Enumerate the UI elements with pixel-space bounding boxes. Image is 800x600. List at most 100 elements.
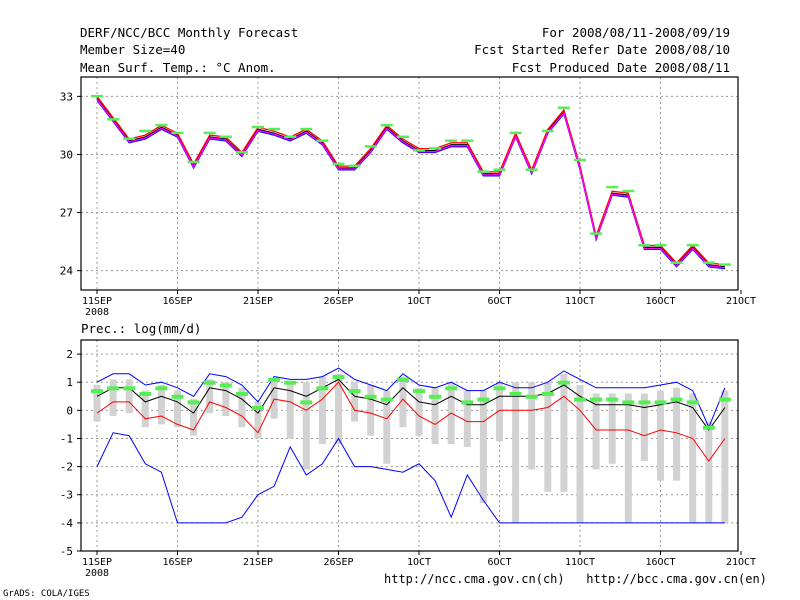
prec-obs-marker	[429, 394, 442, 399]
prec-spread-bar	[512, 382, 520, 523]
prec-xtick-label: 16SEP	[162, 557, 192, 568]
forecast-period: For 2008/08/11-2008/09/19	[541, 25, 730, 40]
prec-obs-marker	[541, 391, 554, 396]
prec-spread-bar	[238, 387, 246, 428]
prec-obs-marker	[493, 386, 506, 391]
temp-obs-marker	[590, 232, 603, 235]
temp-line-lower	[96, 96, 725, 266]
temp-ytick-label: 33	[60, 90, 73, 103]
prec-obs-marker	[380, 397, 393, 402]
produced-date: Fcst Produced Date 2008/08/11	[511, 60, 730, 75]
prec-xtick-label: 16OCT	[645, 557, 675, 568]
prec-obs-marker	[477, 397, 490, 402]
prec-obs-marker	[461, 400, 474, 405]
prec-obs-marker	[509, 391, 522, 396]
temp-obs-marker	[268, 127, 281, 131]
temp-line-mean	[96, 97, 725, 268]
prec-spread-bar	[576, 385, 584, 523]
prec-obs-marker	[91, 389, 103, 394]
prec-obs-marker	[718, 397, 731, 402]
prec-line-lower	[96, 381, 726, 462]
prec-spread-bar	[592, 393, 600, 470]
chart-title: DERF/NCC/BCC Monthly Forecast	[80, 25, 299, 40]
prec-obs-marker	[654, 400, 667, 405]
temp-obs-marker	[139, 129, 152, 133]
prec-spread-bar	[705, 421, 713, 523]
footer-links[interactable]: http://ncc.cma.gov.cn(ch) http://bcc.cma…	[384, 572, 767, 586]
prec-spread-bar	[206, 379, 214, 414]
temp-xtick-label: 11OCT	[565, 296, 595, 307]
prec-ytick-label: -2	[60, 461, 73, 474]
prec-line-mean	[96, 378, 726, 431]
temp-obs-marker	[574, 158, 586, 162]
temp-obs-marker	[702, 261, 715, 264]
temp-obs-marker	[348, 164, 361, 168]
temp-obs-marker	[718, 263, 731, 266]
temp-obs-marker	[396, 135, 409, 139]
temp-obs-marker	[171, 131, 184, 135]
prec-xtick-label: 11SEP	[82, 557, 112, 568]
prec-xtick-label: 6OCT	[487, 557, 511, 568]
prec-spread-bar	[657, 390, 664, 481]
prec-xtick-label: 26SEP	[323, 557, 353, 568]
prec-spread-bar	[383, 390, 391, 464]
prec-obs-marker	[252, 406, 264, 411]
prec-xtick-label: 11OCT	[565, 557, 595, 568]
prec-spread-bar	[431, 387, 439, 445]
prec-obs-marker	[235, 391, 248, 396]
temp-ytick-label: 30	[60, 148, 73, 161]
prec-ytick-label: -5	[60, 545, 73, 558]
temp-obs-marker	[332, 162, 345, 166]
temp-line-upper	[96, 99, 725, 270]
prec-line-min	[96, 432, 725, 524]
temp-obs-marker	[284, 135, 297, 139]
prec-spread-bar	[624, 393, 632, 523]
temp-obs-marker	[525, 168, 538, 171]
prec-obs-marker	[396, 377, 409, 382]
prec-obs-marker	[622, 400, 635, 405]
temp-xtick-label: 16OCT	[645, 296, 675, 307]
prec-spread-bar	[109, 379, 117, 416]
temp-obs-marker	[541, 129, 554, 133]
temp-obs-marker	[493, 168, 506, 171]
temp-obs-marker	[91, 94, 103, 98]
temp-obs-marker	[123, 137, 136, 140]
prec-obs-marker	[606, 397, 619, 402]
prec-obs-marker	[171, 394, 184, 399]
prec-obs-marker	[332, 375, 345, 380]
prec-obs-marker	[316, 386, 329, 391]
prec-obs-marker	[590, 397, 603, 402]
prec-ytick-label: -4	[60, 517, 74, 530]
temp-year-label: 2008	[85, 307, 109, 318]
temp-xtick-label: 6OCT	[487, 296, 511, 307]
prec-obs-marker	[574, 397, 586, 402]
prec-obs-marker	[670, 397, 683, 402]
temp-obs-marker	[509, 131, 522, 135]
member-size: Member Size=40	[80, 42, 186, 57]
prec-ytick-label: 0	[66, 404, 73, 417]
temp-obs-marker	[622, 189, 635, 193]
prec-spread-bar	[721, 390, 729, 523]
prec-spread-bar	[367, 385, 375, 436]
prec-spread-bar	[528, 382, 536, 470]
variable-label: Mean Surf. Temp.: °C Anom.	[80, 60, 276, 75]
temp-obs-marker	[557, 106, 570, 109]
temp-ytick-label: 24	[60, 265, 74, 278]
temp-obs-marker	[155, 123, 168, 127]
prec-frame	[80, 339, 739, 552]
temp-obs-marker	[380, 123, 393, 127]
grads-credit: GrADS: COLA/IGES	[3, 589, 90, 599]
prec-spread-bar	[286, 382, 294, 439]
temp-obs-marker	[638, 243, 651, 247]
temp-xtick-label: 26SEP	[323, 296, 353, 307]
prec-obs-marker	[107, 386, 120, 391]
prec-spread-bar	[254, 401, 262, 439]
prec-spread-bar	[689, 393, 697, 523]
prec-spread-bar	[93, 385, 101, 422]
temp-obs-marker	[316, 139, 329, 142]
prec-xtick-label: 21SEP	[243, 557, 273, 568]
prec-spread-bar	[544, 382, 552, 492]
prec-obs-marker	[557, 380, 570, 385]
temp-obs-marker	[670, 261, 683, 264]
prec-spread-bar	[141, 390, 149, 428]
